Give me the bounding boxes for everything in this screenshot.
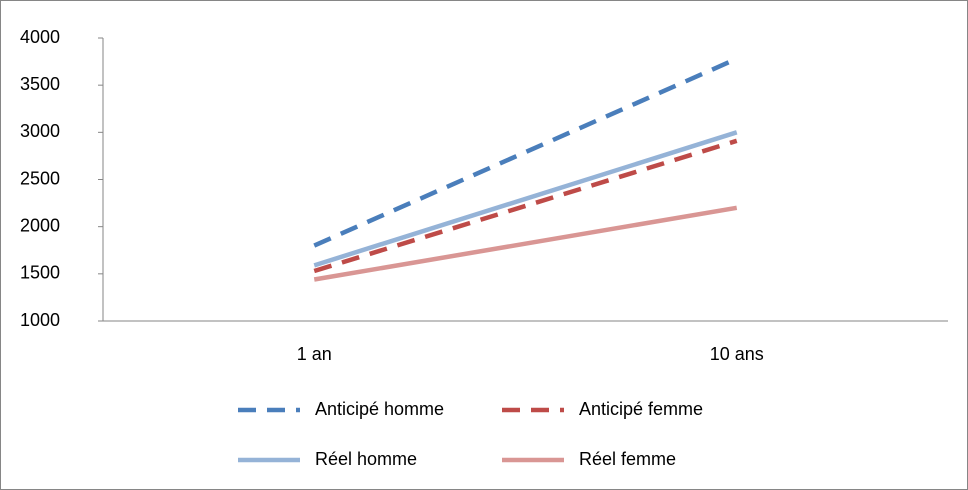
y-tick-label: 3000 (20, 121, 60, 141)
x-tick-label: 10 ans (710, 344, 764, 364)
legend-label: Réel femme (579, 449, 676, 469)
y-tick-label: 2500 (20, 168, 60, 188)
legend-label: Réel homme (315, 449, 417, 469)
series-line (313, 56, 738, 248)
y-tick-label: 4000 (20, 27, 60, 47)
x-tick-label: 1 an (297, 344, 332, 364)
legend-label: Anticipé femme (579, 399, 703, 419)
series-line (313, 138, 738, 274)
series-line (313, 205, 738, 282)
y-tick-label: 2000 (20, 215, 60, 235)
legend-label: Anticipé homme (315, 399, 444, 419)
y-tick-label: 1500 (20, 263, 60, 283)
y-tick-label: 3500 (20, 74, 60, 94)
y-tick-label: 1000 (20, 310, 60, 330)
series-line (313, 130, 738, 268)
